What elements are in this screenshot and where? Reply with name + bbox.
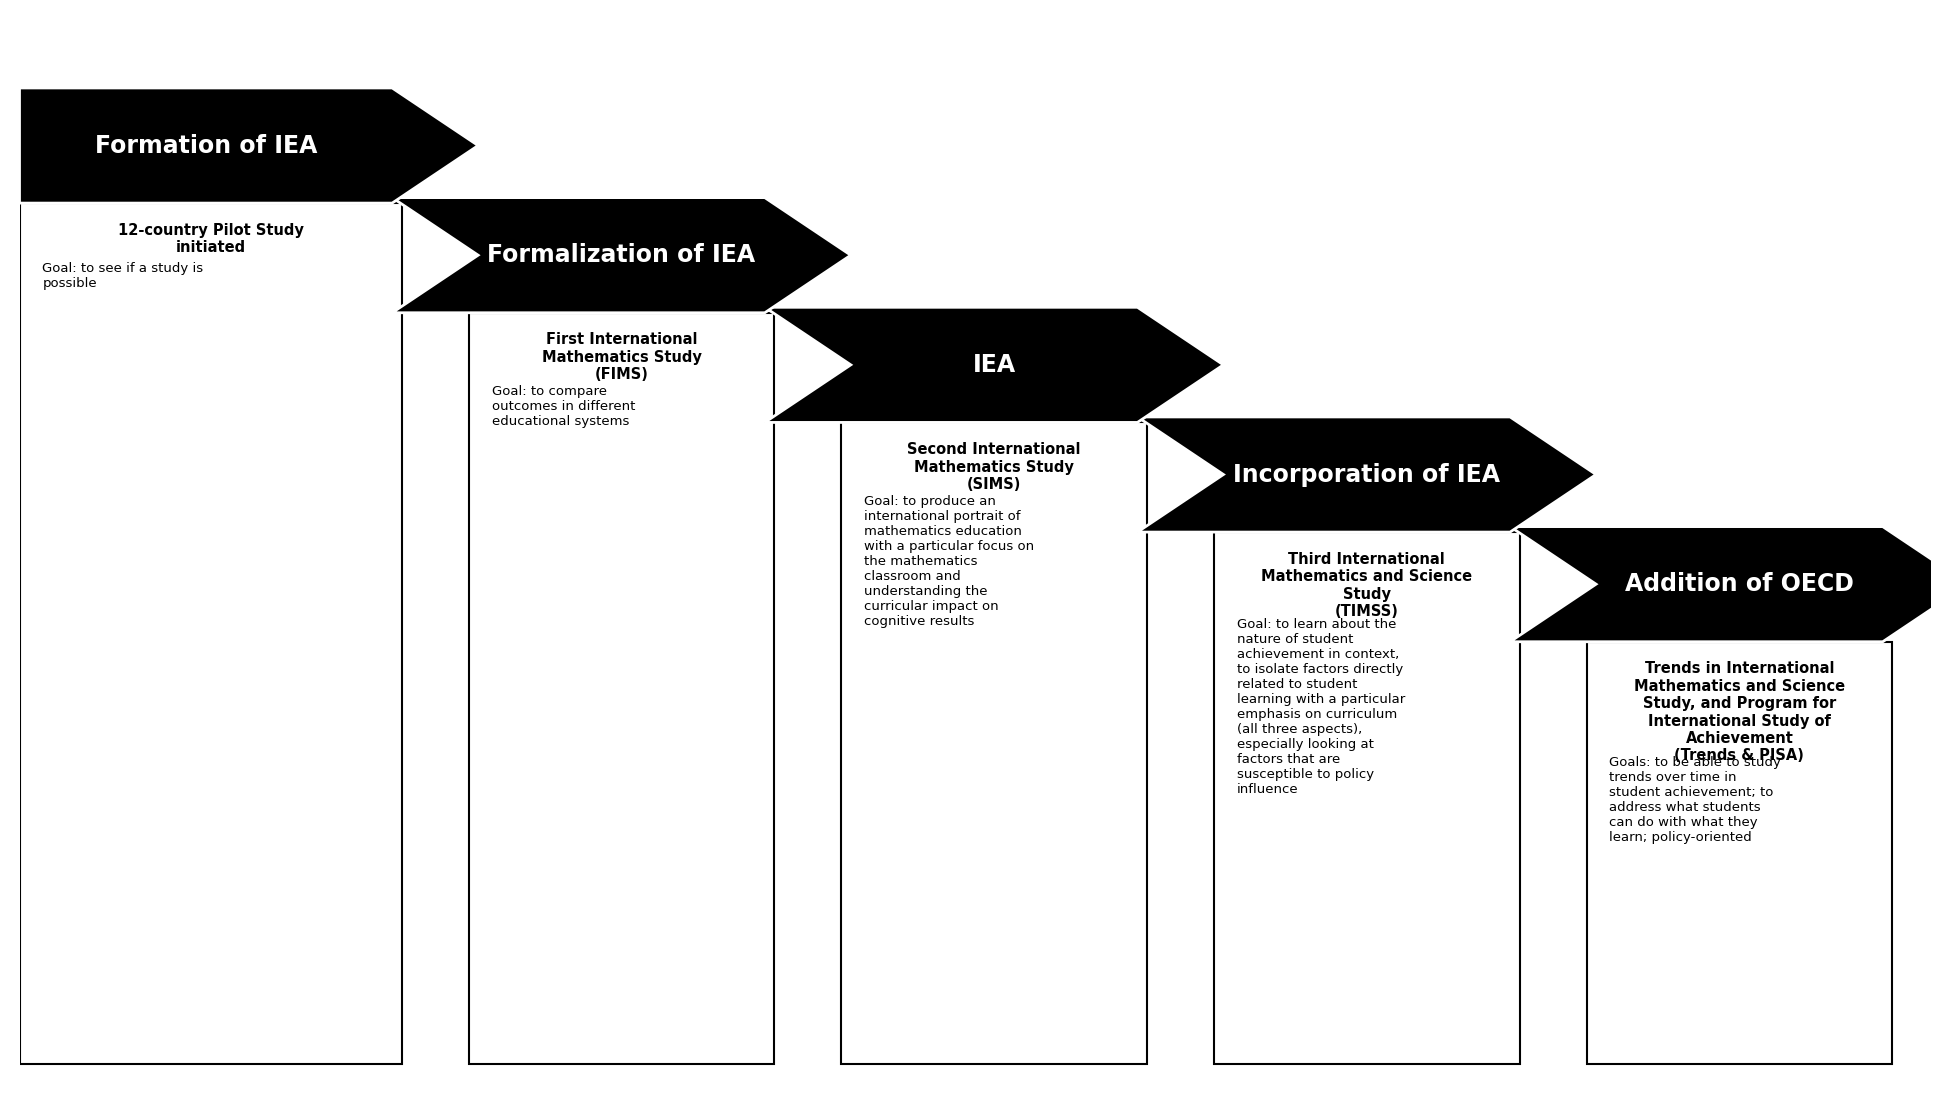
Text: Trends in International
Mathematics and Science
Study, and Program for
Internati: Trends in International Mathematics and … [1634,661,1845,763]
Polygon shape [20,88,478,204]
Bar [468,312,774,1064]
Text: IEA: IEA [973,352,1016,377]
Text: 12-country Pilot Study
initiated: 12-country Pilot Study initiated [117,223,304,255]
Bar [1213,533,1519,1064]
Polygon shape [392,198,850,312]
Text: Goals: to be able to study
trends over time in
student achievement; to
address w: Goals: to be able to study trends over t… [1609,755,1782,844]
Text: Goal: to produce an
international portrait of
mathematics education
with a parti: Goal: to produce an international portra… [864,495,1034,628]
Text: Goal: to learn about the
nature of student
achievement in context,
to isolate fa: Goal: to learn about the nature of stude… [1236,619,1406,797]
Polygon shape [764,308,1223,423]
Polygon shape [1137,417,1595,532]
Bar [840,423,1147,1064]
Text: Formation of IEA: Formation of IEA [96,133,318,158]
Text: Addition of OECD: Addition of OECD [1624,572,1854,596]
Text: Second International
Mathematics Study
(SIMS): Second International Mathematics Study (… [907,442,1080,492]
Bar [1587,641,1892,1064]
Text: Formalization of IEA: Formalization of IEA [488,243,755,267]
Bar [20,204,402,1064]
Text: Goal: to compare
outcomes in different
educational systems: Goal: to compare outcomes in different e… [491,385,636,429]
Text: Goal: to see if a study is
possible: Goal: to see if a study is possible [43,262,203,290]
Text: First International
Mathematics Study
(FIMS): First International Mathematics Study (F… [542,332,702,383]
Polygon shape [1509,527,1950,642]
Text: Third International
Mathematics and Science
Study
(TIMSS): Third International Mathematics and Scie… [1262,552,1472,619]
Text: Incorporation of IEA: Incorporation of IEA [1232,462,1500,487]
